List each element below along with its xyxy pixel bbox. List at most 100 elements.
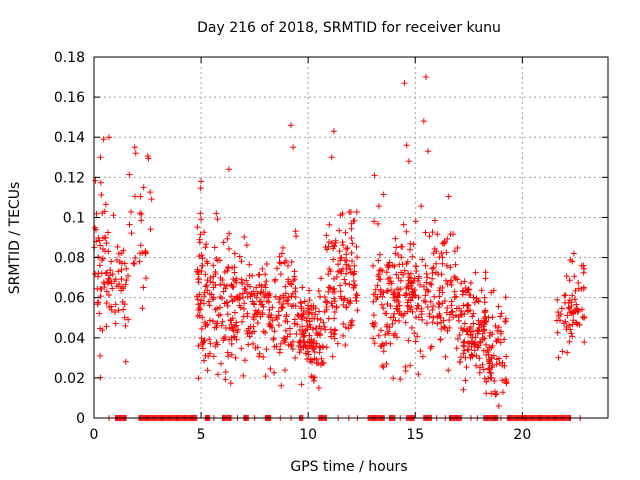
data-point — [353, 243, 360, 250]
data-point — [203, 241, 210, 248]
data-point — [390, 375, 397, 382]
data-point — [262, 373, 269, 380]
data-point — [565, 299, 572, 306]
data-point — [99, 210, 106, 217]
data-point — [444, 235, 451, 242]
data-point — [351, 217, 358, 224]
data-point — [570, 250, 577, 257]
data-point — [429, 275, 436, 282]
data-point — [236, 253, 243, 260]
data-point — [566, 338, 573, 345]
data-point — [434, 231, 441, 238]
data-point — [404, 302, 411, 309]
data-point — [346, 209, 353, 216]
data-point — [285, 300, 292, 307]
data-point — [217, 293, 224, 300]
data-point — [236, 295, 243, 302]
data-point — [256, 353, 263, 360]
data-point — [98, 270, 105, 277]
data-point — [217, 360, 224, 367]
data-point — [232, 323, 239, 330]
data-point — [428, 281, 435, 288]
data-point — [92, 177, 99, 184]
data-point — [370, 335, 377, 342]
data-point — [147, 226, 154, 233]
data-point — [407, 246, 414, 253]
data-point — [291, 268, 298, 275]
data-point — [387, 314, 394, 321]
data-point — [242, 286, 249, 293]
data-point — [321, 294, 328, 301]
data-point — [214, 320, 221, 327]
data-point — [435, 299, 442, 306]
data-point — [469, 313, 476, 320]
data-point — [307, 358, 314, 365]
data-point — [336, 248, 343, 255]
data-point — [397, 277, 404, 284]
data-point — [294, 321, 301, 328]
data-point — [318, 275, 325, 282]
data-points — [91, 74, 588, 421]
data-point — [458, 354, 465, 361]
data-point — [387, 278, 394, 285]
data-point — [331, 275, 338, 282]
data-point — [427, 298, 434, 305]
data-point — [316, 308, 323, 315]
data-point — [380, 364, 387, 371]
data-point — [383, 288, 390, 295]
data-point — [197, 185, 204, 192]
data-point — [198, 178, 205, 185]
data-point — [369, 320, 376, 327]
data-point — [375, 257, 382, 264]
data-point — [483, 378, 490, 385]
data-point — [347, 269, 354, 276]
data-point — [555, 354, 562, 361]
chart-title: Day 216 of 2018, SRMTID for receiver kun… — [197, 20, 501, 36]
data-point — [380, 305, 387, 312]
data-point — [383, 340, 390, 347]
data-point — [483, 390, 490, 397]
data-point — [394, 293, 401, 300]
data-point — [239, 294, 246, 301]
data-point — [106, 277, 113, 284]
data-point — [299, 284, 306, 291]
data-point — [110, 212, 117, 219]
data-point — [298, 316, 305, 323]
data-point — [119, 285, 126, 292]
data-point — [558, 305, 565, 312]
data-point — [326, 265, 333, 272]
data-point — [497, 313, 504, 320]
data-point — [246, 329, 253, 336]
data-point — [341, 276, 348, 283]
data-point — [480, 326, 487, 333]
data-point — [303, 315, 310, 322]
data-point — [384, 322, 391, 329]
data-point — [401, 80, 408, 87]
x-tick-labels: 0 5 10 15 20 — [90, 427, 532, 443]
data-point — [417, 281, 424, 288]
data-point — [571, 273, 578, 280]
data-point — [283, 257, 290, 264]
data-point — [306, 311, 313, 318]
data-point — [200, 357, 207, 364]
data-point — [431, 217, 438, 224]
data-point — [348, 249, 355, 256]
data-point — [203, 282, 210, 289]
data-point — [448, 281, 455, 288]
data-point — [330, 256, 337, 263]
data-point — [438, 250, 445, 257]
data-point — [480, 366, 487, 373]
data-point — [95, 254, 102, 261]
data-point — [282, 283, 289, 290]
data-point — [336, 227, 343, 234]
data-point — [227, 380, 234, 387]
data-point — [430, 264, 437, 271]
data-point — [375, 220, 382, 227]
data-point — [265, 292, 272, 299]
data-point — [105, 134, 112, 141]
data-point — [400, 221, 407, 228]
data-point — [231, 250, 238, 257]
data-point — [210, 294, 217, 301]
data-point — [384, 301, 391, 308]
data-point — [403, 260, 410, 267]
